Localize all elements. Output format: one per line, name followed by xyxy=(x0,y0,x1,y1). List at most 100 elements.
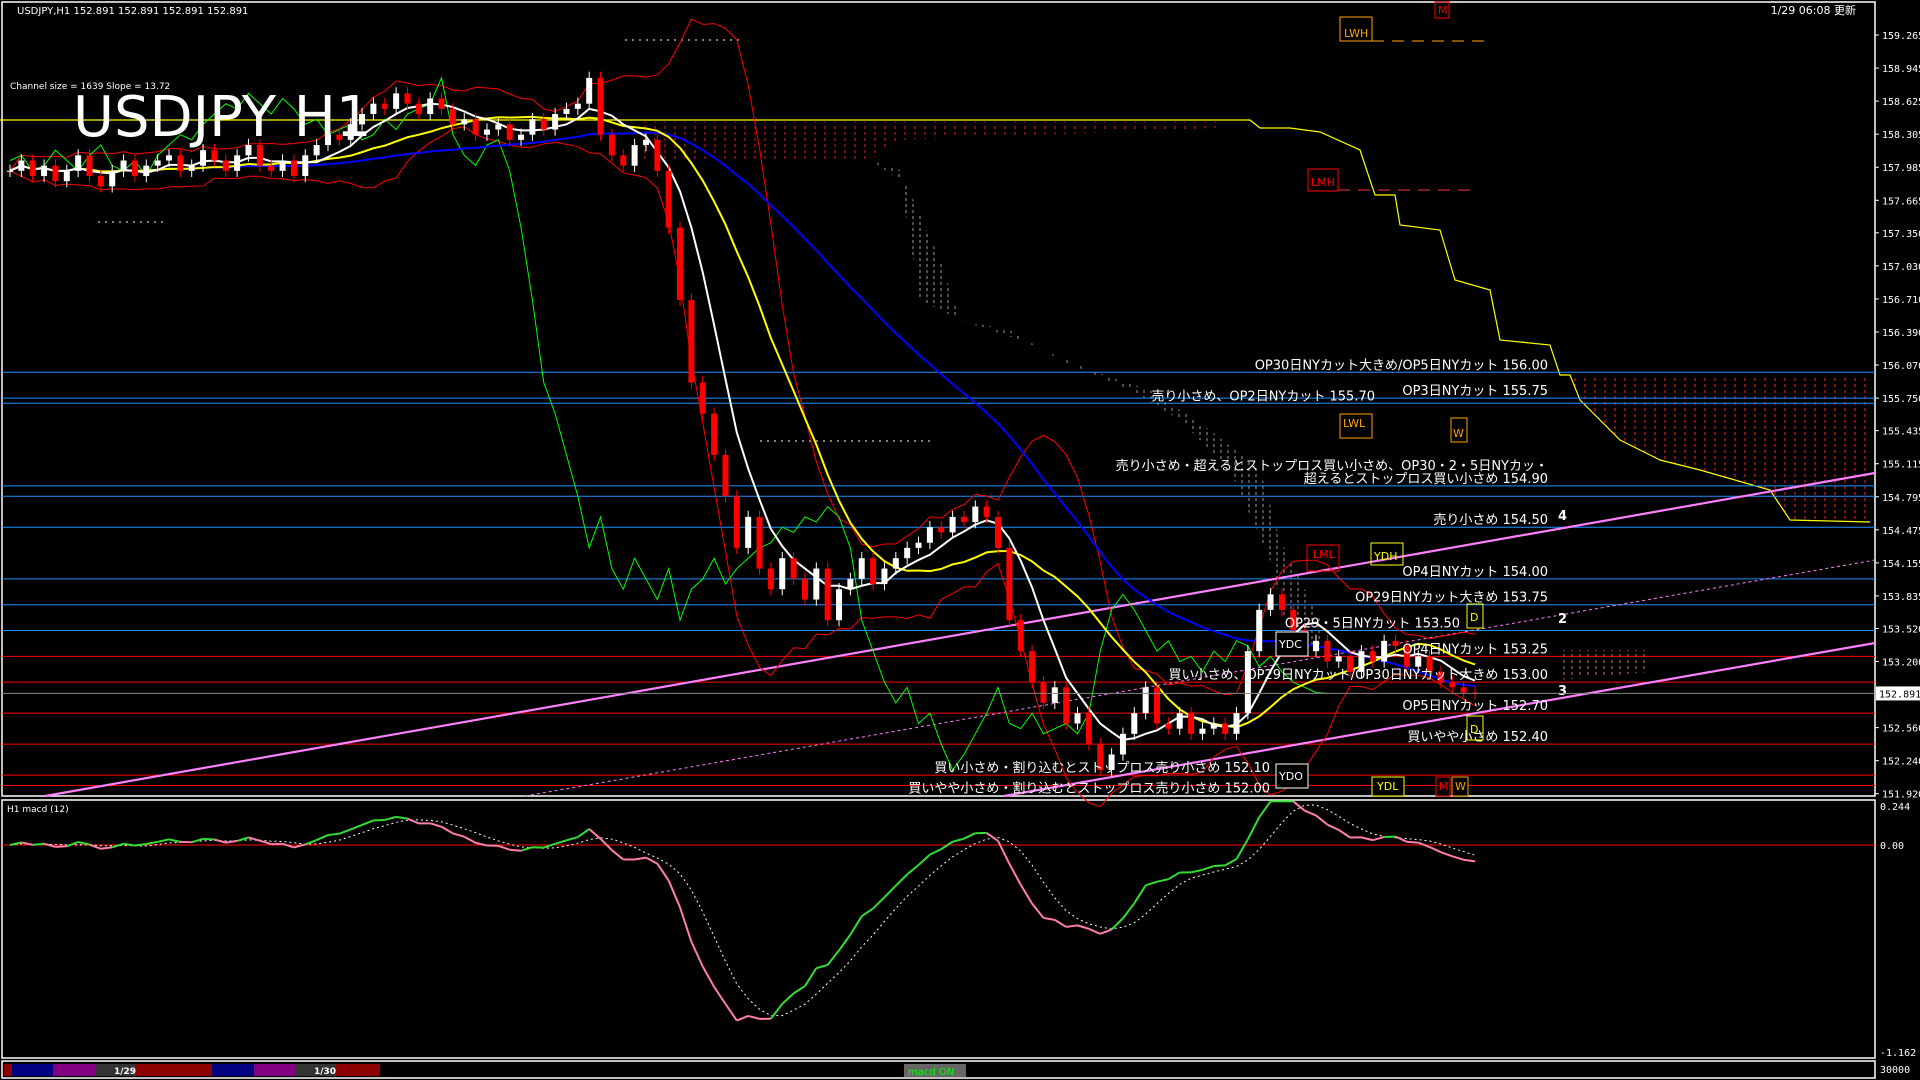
marker-m-bot: M xyxy=(1435,776,1451,797)
candle-body xyxy=(1210,723,1217,729)
trendline-upper[interactable] xyxy=(44,471,1876,798)
candle xyxy=(1142,681,1149,720)
candle-body xyxy=(86,155,93,177)
candle-body xyxy=(381,103,388,109)
macd-line-segment xyxy=(1326,823,1340,831)
macd-line-segment xyxy=(645,856,658,865)
macd-line-segment xyxy=(1008,863,1022,886)
candle-body xyxy=(1154,687,1161,724)
macd-line-segment xyxy=(1202,865,1215,871)
candle-body xyxy=(495,124,502,130)
candle-body xyxy=(960,516,967,523)
candle xyxy=(529,112,536,141)
macd-line-segment xyxy=(1099,928,1112,935)
date-label-2: 1/30 xyxy=(314,1067,336,1077)
price-level-label: OP5日NYカット 152.70 xyxy=(1402,699,1548,714)
candle-body xyxy=(540,119,547,130)
candle xyxy=(518,128,525,147)
candle xyxy=(75,149,82,178)
candle-body xyxy=(245,145,252,156)
macd-line-segment xyxy=(883,884,897,898)
price-level-label: OP3日NYカット 155.75 xyxy=(1402,384,1548,399)
macd-toggle-label[interactable]: macd ON xyxy=(908,1067,954,1078)
candle-body xyxy=(552,114,559,130)
macd-line-segment xyxy=(1066,924,1078,928)
candle xyxy=(1358,644,1365,679)
price-level-label: 買い小さめ、OP29日NYカット/OP30日NYカット大きめ 153.00 xyxy=(1168,668,1548,683)
macd-line-segment xyxy=(816,963,828,970)
candle-body xyxy=(1029,651,1036,683)
candle xyxy=(847,572,854,596)
candle-body xyxy=(1233,713,1240,734)
candle xyxy=(438,92,445,116)
candle-body xyxy=(370,103,377,115)
price-tick-label: 154.155 xyxy=(1882,559,1920,570)
candle xyxy=(393,87,400,116)
candle xyxy=(7,164,13,178)
macd-line-segment xyxy=(1235,838,1249,860)
candle xyxy=(1063,681,1070,730)
candle xyxy=(1131,706,1138,741)
candle xyxy=(41,159,48,183)
candle-body xyxy=(972,506,979,523)
macd-line-segment xyxy=(509,848,522,852)
current-price-box xyxy=(1876,686,1920,701)
candle xyxy=(779,552,786,596)
price-tick-label: 158.625 xyxy=(1882,97,1920,108)
macd-line-segment xyxy=(1304,809,1317,817)
candle xyxy=(586,71,593,110)
candle xyxy=(665,164,672,234)
macd-line-segment xyxy=(713,986,727,1005)
candle-body xyxy=(1347,656,1354,672)
band-upper xyxy=(9,18,1476,696)
macd-line-segment xyxy=(1315,814,1328,826)
candle xyxy=(313,138,320,162)
macd-line-segment xyxy=(441,825,454,835)
candle-body xyxy=(608,134,615,156)
candle-body xyxy=(1188,713,1195,734)
marker-lmh-label: LMH xyxy=(1311,176,1335,189)
macd-line-segment xyxy=(1406,840,1419,844)
macd-line-segment xyxy=(1452,855,1464,861)
candle-body xyxy=(1097,744,1104,770)
trendline-lower[interactable] xyxy=(1003,641,1876,798)
candle-body xyxy=(449,108,456,125)
candle-body xyxy=(926,527,933,543)
price-levels xyxy=(2,371,1875,786)
marker-lmh: LMH xyxy=(1307,168,1339,192)
macd-line-segment xyxy=(304,839,317,846)
marker-w-mid: W xyxy=(1450,417,1468,443)
price-tick-label: 154.475 xyxy=(1882,526,1920,537)
candle xyxy=(960,510,967,529)
macd-line-segment xyxy=(248,836,261,842)
candle xyxy=(1392,634,1399,653)
macd-line-segment xyxy=(134,842,147,847)
price-tick-label: 151.920 xyxy=(1882,790,1920,801)
candle xyxy=(279,154,286,178)
candle xyxy=(234,149,241,178)
trendline-middle[interactable] xyxy=(524,559,1876,797)
candle xyxy=(699,376,706,420)
macd-line-segment xyxy=(1463,858,1476,863)
candle-body xyxy=(1335,656,1342,662)
candle-body xyxy=(995,516,1002,548)
candle-body xyxy=(359,114,366,125)
macd-line-segment xyxy=(191,837,204,844)
candle-body xyxy=(518,134,525,140)
candle xyxy=(29,154,36,183)
candle-body xyxy=(642,139,649,146)
candle-body xyxy=(268,165,275,171)
price-tick-label: 156.070 xyxy=(1882,361,1920,372)
candle xyxy=(654,133,661,178)
macd-line-segment xyxy=(236,836,249,842)
candle-body xyxy=(131,160,138,177)
candle-body xyxy=(1392,640,1399,647)
candle-body xyxy=(279,160,286,171)
current-price-label: 152.891 xyxy=(1879,689,1920,700)
cloud-layer xyxy=(0,119,1871,680)
macd-toggle-button[interactable]: macd ON xyxy=(904,1064,966,1078)
macd-line-segment xyxy=(1031,903,1045,919)
candle-body xyxy=(1437,671,1444,683)
candle-body xyxy=(324,134,331,146)
candle xyxy=(1119,727,1126,761)
